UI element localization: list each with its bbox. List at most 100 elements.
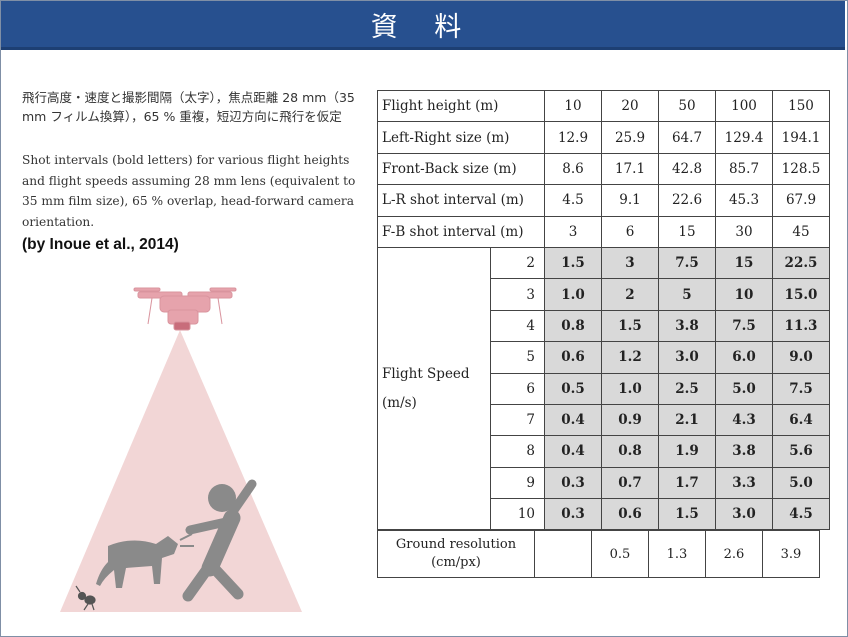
table-cell: 45.3 xyxy=(715,184,773,217)
row-label: L-R shot interval (m) xyxy=(377,184,545,217)
table-cell: 9.1 xyxy=(601,184,659,217)
shot-interval-cell: 0.8 xyxy=(544,309,602,343)
shot-interval-cell: 5 xyxy=(658,278,716,311)
table-cell: 85.7 xyxy=(715,152,773,186)
table-cell: 25.9 xyxy=(601,121,659,154)
shot-interval-cell: 9.0 xyxy=(772,341,830,374)
shot-interval-cell: 6.4 xyxy=(772,403,830,437)
table-row: 7 0.4 0.9 2.1 4.3 6.4 xyxy=(378,403,830,437)
shot-interval-cell: 0.5 xyxy=(544,372,602,405)
table-row: Left-Right size (m) 12.9 25.9 64.7 129.4 194.… xyxy=(377,121,830,154)
row-label: F-B shot interval (m) xyxy=(377,215,545,248)
table-cell: 22.6 xyxy=(658,184,716,217)
ground-resolution-cell: 3.9 xyxy=(762,530,820,578)
table-row: 5 0.6 1.2 3.0 6.0 9.0 xyxy=(378,341,830,374)
shot-interval-cell: 15.0 xyxy=(772,278,830,311)
shot-interval-cell: 1.5 xyxy=(601,309,659,343)
ground-resolution-label: Ground resolution (cm/px) xyxy=(377,530,535,578)
shot-interval-cell: 7.5 xyxy=(772,372,830,405)
ant-icon xyxy=(75,585,96,611)
table-cell: 10 xyxy=(544,89,602,123)
shot-interval-table: Flight height (m) 10 20 50 100 150 Left-Right … xyxy=(377,89,830,531)
table-cell: 3 xyxy=(544,215,602,248)
shot-interval-cell: 22.5 xyxy=(772,246,830,280)
table-cell: 129.4 xyxy=(715,121,773,154)
ground-resolution-cell: 1.3 xyxy=(648,530,706,578)
shot-interval-cell: 3.0 xyxy=(715,498,773,531)
shot-interval-cell: 4.3 xyxy=(715,403,773,437)
dog-barking-icon xyxy=(96,533,194,588)
shot-interval-cell: 1.0 xyxy=(601,372,659,405)
flight-speed-label: Flight Speed (m/s) xyxy=(377,246,491,531)
citation: (by Inoue et al., 2014) xyxy=(22,236,179,253)
title-underline xyxy=(1,47,845,50)
shot-interval-cell: 1.0 xyxy=(544,278,602,311)
camera-view-cone xyxy=(60,330,302,612)
drone-icon xyxy=(133,287,237,331)
shot-interval-cell: 4.5 xyxy=(772,498,830,531)
slide-title: 資 料 xyxy=(1,1,845,47)
shot-interval-cell: 1.5 xyxy=(658,498,716,531)
shot-interval-cell: 11.3 xyxy=(772,309,830,343)
table-cell: 67.9 xyxy=(772,184,830,217)
table-cell: 17.1 xyxy=(601,152,659,186)
table-cell: 150 xyxy=(772,89,830,123)
table-cell: 8.6 xyxy=(544,152,602,186)
shot-interval-cell: 2.1 xyxy=(658,403,716,437)
shot-interval-cell: 10 xyxy=(715,278,773,311)
speed-value: 9 xyxy=(490,466,545,500)
shot-interval-cell: 5.0 xyxy=(715,372,773,405)
table-cell: 42.8 xyxy=(658,152,716,186)
shot-interval-cell: 1.5 xyxy=(544,246,602,280)
shot-interval-cell: 3.8 xyxy=(658,309,716,343)
shot-interval-cell: 0.3 xyxy=(544,498,602,531)
table-cell: 20 xyxy=(601,89,659,123)
table-cell: 45 xyxy=(772,215,830,248)
table-row: 3 1.0 2 5 10 15.0 xyxy=(378,278,830,311)
shot-interval-cell: 2.5 xyxy=(658,372,716,405)
drone-illustration xyxy=(60,287,302,612)
speed-value: 5 xyxy=(490,341,545,374)
shot-interval-cell: 7.5 xyxy=(715,309,773,343)
row-label: Front-Back size (m) xyxy=(377,152,545,186)
table-cell: 128.5 xyxy=(772,152,830,186)
table-row: Front-Back size (m) 8.6 17.1 42.8 85.7 128.5 xyxy=(377,152,830,186)
speed-value: 7 xyxy=(490,403,545,437)
shot-interval-cell: 0.7 xyxy=(601,466,659,500)
ground-resolution-cell: 2.6 xyxy=(705,530,763,578)
table-row: 8 0.4 0.8 1.9 3.8 5.6 xyxy=(378,435,830,468)
table-cell: 6 xyxy=(601,215,659,248)
shot-interval-cell: 0.4 xyxy=(544,403,602,437)
person-falling-icon xyxy=(182,479,257,602)
shot-interval-cell: 0.4 xyxy=(544,435,602,468)
speed-value: 6 xyxy=(490,372,545,405)
table-row: F-B shot interval (m) 3 6 15 30 45 xyxy=(377,215,830,248)
speed-value: 10 xyxy=(490,498,545,531)
shot-interval-cell: 3.0 xyxy=(658,341,716,374)
shot-interval-cell: 3.8 xyxy=(715,435,773,468)
shot-interval-cell: 1.2 xyxy=(601,341,659,374)
table-cell: 15 xyxy=(658,215,716,248)
speed-value: 3 xyxy=(490,278,545,311)
shot-interval-cell: 3 xyxy=(601,246,659,280)
shot-interval-cell: 5.6 xyxy=(772,435,830,468)
row-label: Flight height (m) xyxy=(377,89,545,123)
shot-interval-cell: 5.0 xyxy=(772,466,830,500)
table-row: L-R shot interval (m) 4.5 9.1 22.6 45.3 67.9 xyxy=(377,184,830,217)
table-cell: 64.7 xyxy=(658,121,716,154)
speed-value: 8 xyxy=(490,435,545,468)
shot-interval-cell: 0.9 xyxy=(601,403,659,437)
ground-resolution-cell: 0.5 xyxy=(591,530,649,578)
shot-interval-cell: 15 xyxy=(715,246,773,280)
speed-value: 4 xyxy=(490,309,545,343)
table-cell: 194.1 xyxy=(772,121,830,154)
table-row: 10 0.3 0.6 1.5 3.0 4.5 xyxy=(378,498,830,531)
table-cell: 12.9 xyxy=(544,121,602,154)
ground-resolution-cell xyxy=(534,530,592,578)
shot-interval-cell: 0.6 xyxy=(544,341,602,374)
ground-resolution-table: Ground resolution (cm/px) 0.5 1.3 2.6 3.… xyxy=(377,530,820,578)
caption-english: Shot intervals (bold letters) for variou… xyxy=(22,153,356,229)
table-cell: 50 xyxy=(658,89,716,123)
table-cell: 4.5 xyxy=(544,184,602,217)
table-cell: 100 xyxy=(715,89,773,123)
